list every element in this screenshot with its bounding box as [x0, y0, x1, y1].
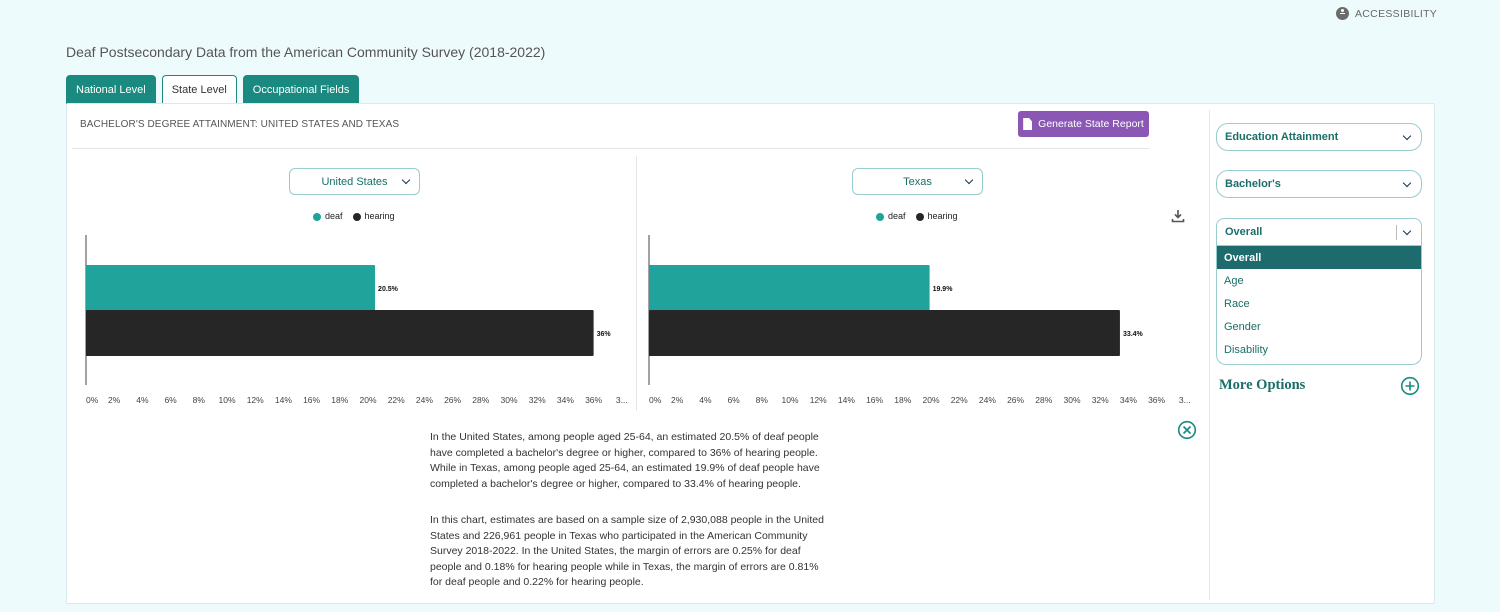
legend-item-deaf: deaf [876, 211, 906, 221]
x-tick-label: 10% [218, 395, 235, 405]
chevron-down-icon [401, 175, 411, 185]
document-icon [1023, 118, 1033, 130]
state-select-value: Texas [903, 175, 932, 188]
dropdown-option-disability[interactable]: Disability [1224, 343, 1269, 356]
x-tick-label: 6% [727, 395, 740, 405]
x-tick-label: 16% [303, 395, 320, 405]
level-select[interactable]: Bachelor's [1216, 170, 1422, 198]
more-options-label[interactable]: More Options [1219, 377, 1306, 393]
x-tick-label: 18% [894, 395, 911, 405]
x-tick-label: 28% [472, 395, 489, 405]
chart-description-1: In the United States, among people aged … [430, 431, 820, 490]
x-tick-label: 3... [616, 395, 628, 405]
tab-occupational-fields[interactable]: Occupational Fields [242, 75, 360, 104]
x-tick-label: 24% [416, 395, 433, 405]
dropdown-option-gender[interactable]: Gender [1224, 320, 1261, 333]
x-tick-label: 6% [164, 395, 177, 405]
data-label-hearing: 33.4% [1123, 331, 1144, 338]
x-tick-label: 26% [444, 395, 461, 405]
x-tick-label: 14% [838, 395, 855, 405]
topic-select-value: Education Attainment [1225, 131, 1339, 143]
legend-item-hearing: hearing [915, 211, 958, 221]
x-tick-label: 30% [500, 395, 517, 405]
accessibility-label: ACCESSIBILITY [1355, 7, 1438, 20]
x-tick-label: 26% [1007, 395, 1024, 405]
x-tick-label: 24% [979, 395, 996, 405]
x-tick-label: 8% [756, 395, 769, 405]
generate-state-report-button[interactable]: Generate State Report [1018, 111, 1149, 137]
chart-legend: deaf hearing [876, 211, 958, 221]
generate-button-label: Generate State Report [1038, 118, 1144, 130]
us-bar-chart: 20.5% 36% 0% 2% 4% 6% 8% 10% 12% 14% 16% 18% 20% 22% 2… [85, 235, 628, 405]
x-tick-label: 8% [193, 395, 206, 405]
legend-item-deaf: deaf [313, 211, 343, 221]
accessibility-link[interactable]: ACCESSIBILITY [1336, 7, 1437, 20]
group-select[interactable]: Overall [1216, 218, 1422, 246]
x-tick-label: 20% [922, 395, 939, 405]
chevron-down-icon [1402, 178, 1412, 188]
x-tick-label: 32% [529, 395, 546, 405]
sidebar-divider [1209, 110, 1210, 600]
x-tick-label: 22% [388, 395, 405, 405]
x-tick-label: 32% [1092, 395, 1109, 405]
chart-legend: deaf hearing [313, 211, 395, 221]
chart-title: BACHELOR'S DEGREE ATTAINMENT: UNITED STA… [80, 119, 400, 130]
tab-national-level[interactable]: National Level [66, 75, 156, 104]
texas-bar-chart: 19.9% 33.4% 0% 2% 4% 6% 8% 10% 12% 14% 16% 18% 20% 22… [648, 235, 1191, 405]
x-tick-label: 2% [671, 395, 684, 405]
topic-select[interactable]: Education Attainment [1216, 123, 1422, 151]
x-tick-label: 3... [1179, 395, 1191, 405]
dropdown-option-age[interactable]: Age [1224, 274, 1244, 287]
bar-deaf [86, 265, 376, 311]
x-tick-label: 14% [275, 395, 292, 405]
x-tick-label: 20% [359, 395, 376, 405]
x-tick-label: 0% [649, 395, 662, 405]
main-panel: BACHELOR'S DEGREE ATTAINMENT: UNITED STA… [66, 103, 1435, 604]
x-tick-label: 12% [247, 395, 264, 405]
x-tick-label: 36% [585, 395, 602, 405]
group-dropdown-menu: Overall Age Race Gender Disability [1216, 246, 1422, 365]
bar-hearing [86, 310, 594, 356]
x-tick-label: 34% [1120, 395, 1137, 405]
page-title: Deaf Postsecondary Data from the America… [66, 44, 546, 60]
dropdown-option-race[interactable]: Race [1224, 297, 1250, 310]
data-label-deaf: 20.5% [378, 286, 399, 293]
download-icon[interactable] [1171, 209, 1185, 223]
close-icon[interactable] [1177, 420, 1197, 440]
accessibility-icon [1336, 7, 1349, 20]
x-tick-label: 16% [866, 395, 883, 405]
chevron-down-icon [1402, 131, 1412, 141]
x-tick-label: 2% [108, 395, 121, 405]
country-select[interactable]: United States [289, 168, 420, 195]
state-select[interactable]: Texas [852, 168, 983, 195]
tab-bar: National Level State Level Occupational … [66, 75, 360, 104]
x-tick-label: 22% [951, 395, 968, 405]
x-tick-label: 0% [86, 395, 99, 405]
x-tick-label: 34% [557, 395, 574, 405]
x-tick-label: 12% [810, 395, 827, 405]
x-tick-label: 4% [136, 395, 149, 405]
bar-deaf [649, 265, 930, 311]
chart-description-2: In this chart, estimates are based on a … [430, 514, 824, 588]
chevron-down-icon [964, 175, 974, 185]
x-tick-label: 28% [1035, 395, 1052, 405]
tab-state-level[interactable]: State Level [161, 75, 237, 104]
x-tick-label: 10% [781, 395, 798, 405]
chart-divider [636, 156, 637, 411]
dropdown-option-overall[interactable]: Overall [1217, 246, 1421, 269]
x-tick-label: 4% [699, 395, 712, 405]
x-tick-label: 30% [1063, 395, 1080, 405]
bar-hearing [649, 310, 1120, 356]
x-tick-label: 18% [331, 395, 348, 405]
country-select-value: United States [321, 175, 388, 188]
divider [72, 148, 1149, 149]
data-label-deaf: 19.9% [933, 286, 954, 293]
chevron-down-icon [1402, 226, 1412, 236]
legend-item-hearing: hearing [352, 211, 395, 221]
group-select-value: Overall [1225, 226, 1263, 238]
level-select-value: Bachelor's [1225, 178, 1281, 190]
x-tick-label: 36% [1148, 395, 1165, 405]
plus-icon[interactable] [1400, 376, 1420, 396]
data-label-hearing: 36% [597, 331, 612, 338]
